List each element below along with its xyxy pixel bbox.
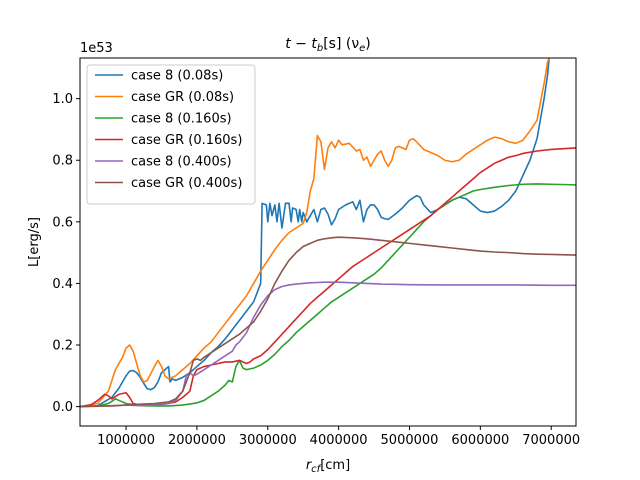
x-axis: 1000000 2000000 3000000 4000000 5000000 60000… <box>97 426 580 448</box>
y-tick-label: 0.6 <box>52 215 73 230</box>
y-axis: 0.0 0.2 0.4 0.6 0.8 1.0 <box>52 92 80 415</box>
y-axis-label: L[erg/s] <box>27 217 42 267</box>
y-tick-label: 0.8 <box>52 154 73 169</box>
x-tick-label: 6000000 <box>451 433 509 448</box>
x-tick-label: 5000000 <box>381 433 439 448</box>
legend: case 8 (0.08s) case GR (0.08s) case 8 (0.1… <box>86 64 256 205</box>
y-tick-label: 0.4 <box>52 277 73 292</box>
series-line-case-gr-0-400s <box>80 236 576 408</box>
y-axis-label-text: L[erg/s] <box>27 217 42 267</box>
series-layer <box>80 58 576 408</box>
legend-label-case-gr-0-160s: case GR (0.160s) <box>131 133 242 148</box>
y-offset-text: 1e53 <box>80 41 113 56</box>
legend-box <box>86 64 256 205</box>
y-tick-label: 1.0 <box>52 92 73 107</box>
x-tick-label: 2000000 <box>168 433 226 448</box>
y-tick-label: 0.0 <box>52 400 73 415</box>
legend-label-case-8-0-08s: case 8 (0.08s) <box>131 69 223 84</box>
legend-label-case-gr-0-08s: case GR (0.08s) <box>131 90 234 105</box>
x-tick-label: 7000000 <box>522 433 580 448</box>
y-offset-label: 1e53 <box>80 41 113 56</box>
legend-label-case-gr-0-400s: case GR (0.400s) <box>131 176 242 191</box>
x-tick-label: 3000000 <box>239 433 297 448</box>
x-axis-label-text: rcf[cm] <box>306 458 350 475</box>
x-tick-label: 1000000 <box>97 433 155 448</box>
chart-title: t − tb[s] (νe) <box>285 36 371 54</box>
series-line-case-8-0-160s <box>80 183 576 408</box>
series-line-case-gr-0-08s <box>80 58 550 408</box>
chart-title-text: t − tb[s] (νe) <box>285 36 371 54</box>
legend-label-case-8-0-400s: case 8 (0.400s) <box>131 155 232 170</box>
legend-label-case-8-0-160s: case 8 (0.160s) <box>131 112 232 127</box>
plot-frame <box>79 57 577 427</box>
y-tick-label: 0.2 <box>52 339 73 354</box>
x-axis-label: rcf[cm] <box>306 458 350 475</box>
x-tick-label: 4000000 <box>310 433 368 448</box>
